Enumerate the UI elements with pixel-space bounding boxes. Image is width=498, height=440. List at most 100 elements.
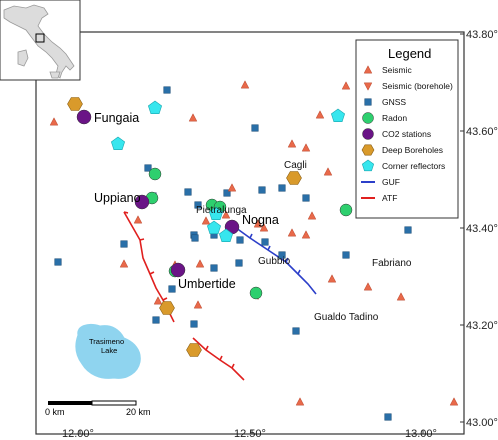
legend-symbol-4 [362,128,374,140]
seismic-triangle [259,223,269,232]
gnss-square [235,259,243,267]
gnss-square [251,124,259,132]
lon-tick-12-00: 12.00° [62,428,94,440]
seismic-triangle [49,117,59,126]
gnss-square [223,189,231,197]
gnss-square [144,164,152,172]
gnss-square [191,234,199,242]
gnss-square [163,86,171,94]
seismic-triangle [287,228,297,237]
lat-tick-43-20: 43.20° [466,320,498,332]
seismic-triangle [227,183,237,192]
gnss-square [54,258,62,266]
reflector-pentagon [330,108,346,122]
seismic-triangle [301,230,311,239]
trasimeno-lake [75,323,141,379]
place-gualdo-tadino: Gualdo Tadino [314,312,379,323]
seismic-triangle [301,143,311,152]
scalebar: 0 km 20 km [45,400,151,417]
lat-tick-43-80: 43.80° [466,29,498,41]
place-fungaia: Fungaia [94,111,139,125]
gnss-square [258,186,266,194]
gnss-square [190,320,198,328]
seismic-triangle [201,216,211,225]
place-gubbio: Gubbio [258,256,291,267]
gnss-square [152,316,160,324]
seismic-triangle [323,167,333,176]
co2-circle [76,109,92,125]
seismic-triangle [119,259,129,268]
gnss-square [278,251,286,259]
borehole-hexagon [67,97,83,111]
gnss-square [278,184,286,192]
legend: Legend Seismic Seismic (borehole) GNSS Rado… [355,39,459,219]
legend-item-label: Deep Boreholes [382,145,443,155]
gnss-square [194,201,202,209]
seismic-triangle [341,81,351,90]
seismic-triangle [153,296,163,305]
place-nogna: Nogna [242,213,279,227]
legend-symbol-reflector [361,159,375,172]
seismic-triangle [307,211,317,220]
gnss-square [261,238,269,246]
place-fabriano: Fabriano [372,258,412,269]
lon-tick-12-50: 12.50° [234,428,266,440]
legend-item-label: GUF [382,177,400,187]
legend-symbol-seismic [363,65,373,74]
borehole-hexagon [159,301,175,315]
radon-circle [249,286,263,300]
seismic-triangle [449,397,459,406]
legend-symbol-3 [362,112,374,124]
gnss-square [302,194,310,202]
reflector-pentagon [218,228,234,242]
legend-symbol-gnss [364,98,372,106]
legend-item-label: CO2 stations [382,129,431,139]
reflector-pentagon [208,206,224,220]
legend-symbol-seismic-borehole [363,82,373,91]
gnss-square [168,285,176,293]
corner-reflectors [110,100,346,242]
gnss-square [384,413,392,421]
legend-item-label: Seismic (borehole) [382,81,453,91]
seismic-triangle [195,259,205,268]
seismic-triangle [396,292,406,301]
seismic-triangle [315,110,325,119]
seismic-triangle [253,219,263,228]
co2-circle [170,262,186,278]
lon-tick-13-00: 13.00° [405,428,437,440]
seismic-triangle [188,113,198,122]
atf-faults [123,211,245,381]
reflector-pentagon [110,136,126,150]
lat-tick-43-60: 43.60° [466,126,498,138]
legend-item-label: Seismic [382,65,413,75]
reflector-pentagon [147,100,163,114]
lat-tick-43-00: 43.00° [466,417,498,429]
radon-circle [339,203,353,217]
gnss-square [236,236,244,244]
radon-circle [148,167,162,181]
gnss-square [342,251,350,259]
legend-item-label: Radon [382,113,407,123]
place-uppiano: Uppiano [94,191,141,205]
borehole-hexagon [186,343,202,357]
place-lake: Lake [101,346,117,355]
legend-item-label: Corner reflectors [382,161,445,171]
radon-stations [145,167,353,300]
deep-boreholes [67,97,302,357]
gnss-square [404,226,412,234]
lat-tick-43-40: 43.40° [466,223,498,235]
place-umbertide: Umbertide [178,277,236,291]
gnss-square [184,188,192,196]
co2-circle [134,194,150,210]
legend-item-label: ATF [382,193,397,203]
gnss-square [292,327,300,335]
seismic-triangle [327,274,337,283]
seismic-triangle [295,397,305,406]
legend-title: Legend [388,46,431,61]
seismic-triangle [287,139,297,148]
svg-text:20 km: 20 km [126,407,151,417]
place-cagli: Cagli [284,160,307,171]
legend-symbol-borehole [361,144,375,156]
borehole-hexagon [286,171,302,185]
